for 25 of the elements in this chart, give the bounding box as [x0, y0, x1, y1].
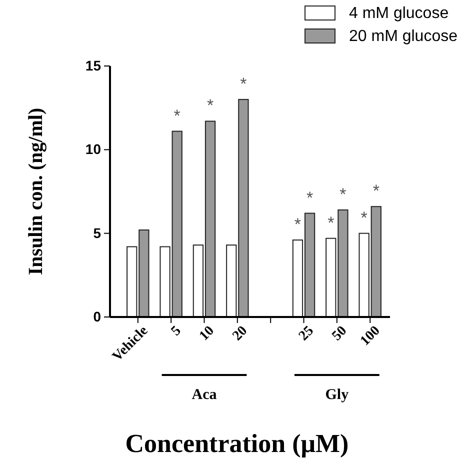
- y-tick-label: 0: [93, 308, 102, 324]
- annotation: *: [360, 208, 368, 228]
- y-tick-label: 5: [93, 224, 102, 241]
- annotation: *: [206, 96, 214, 116]
- y-tick-label: 10: [85, 141, 102, 158]
- text: Aca: [192, 387, 218, 403]
- x-tick-label: 25: [296, 324, 317, 344]
- annotation: *: [174, 106, 181, 126]
- y-tick-label: 15: [85, 57, 102, 74]
- annotation: *: [240, 74, 248, 94]
- x-tick-label: 20: [230, 324, 251, 344]
- x-tick-label: 100: [358, 324, 384, 349]
- annotation: *: [372, 182, 380, 201]
- legend-label: 20 mM glucose: [349, 28, 458, 45]
- x-tick-label: 50: [330, 324, 350, 344]
- text: Gly: [325, 387, 350, 403]
- annotation: *: [328, 213, 335, 232]
- x-axis-title: Concentration (μM): [125, 429, 349, 458]
- annotation: *: [294, 215, 302, 234]
- annotation: *: [340, 184, 347, 204]
- annotation: *: [306, 188, 314, 208]
- legend-label: 4 mM glucose: [349, 5, 449, 22]
- x-tick-label: 10: [196, 324, 218, 344]
- y-axis-title: Insulin con. (ng/ml): [25, 108, 47, 276]
- x-tick-label: 5: [168, 324, 184, 340]
